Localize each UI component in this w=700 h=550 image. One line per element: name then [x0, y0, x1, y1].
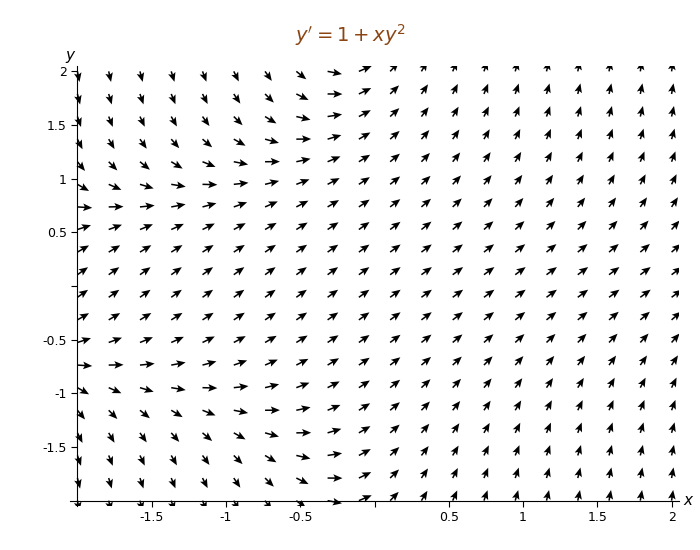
- Text: x: x: [683, 493, 692, 508]
- Text: $y^{\prime} = 1 + xy^2$: $y^{\prime} = 1 + xy^2$: [295, 22, 405, 48]
- Text: y: y: [66, 48, 74, 63]
